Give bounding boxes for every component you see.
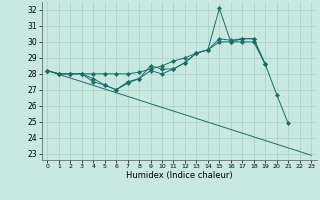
X-axis label: Humidex (Indice chaleur): Humidex (Indice chaleur)	[126, 171, 233, 180]
